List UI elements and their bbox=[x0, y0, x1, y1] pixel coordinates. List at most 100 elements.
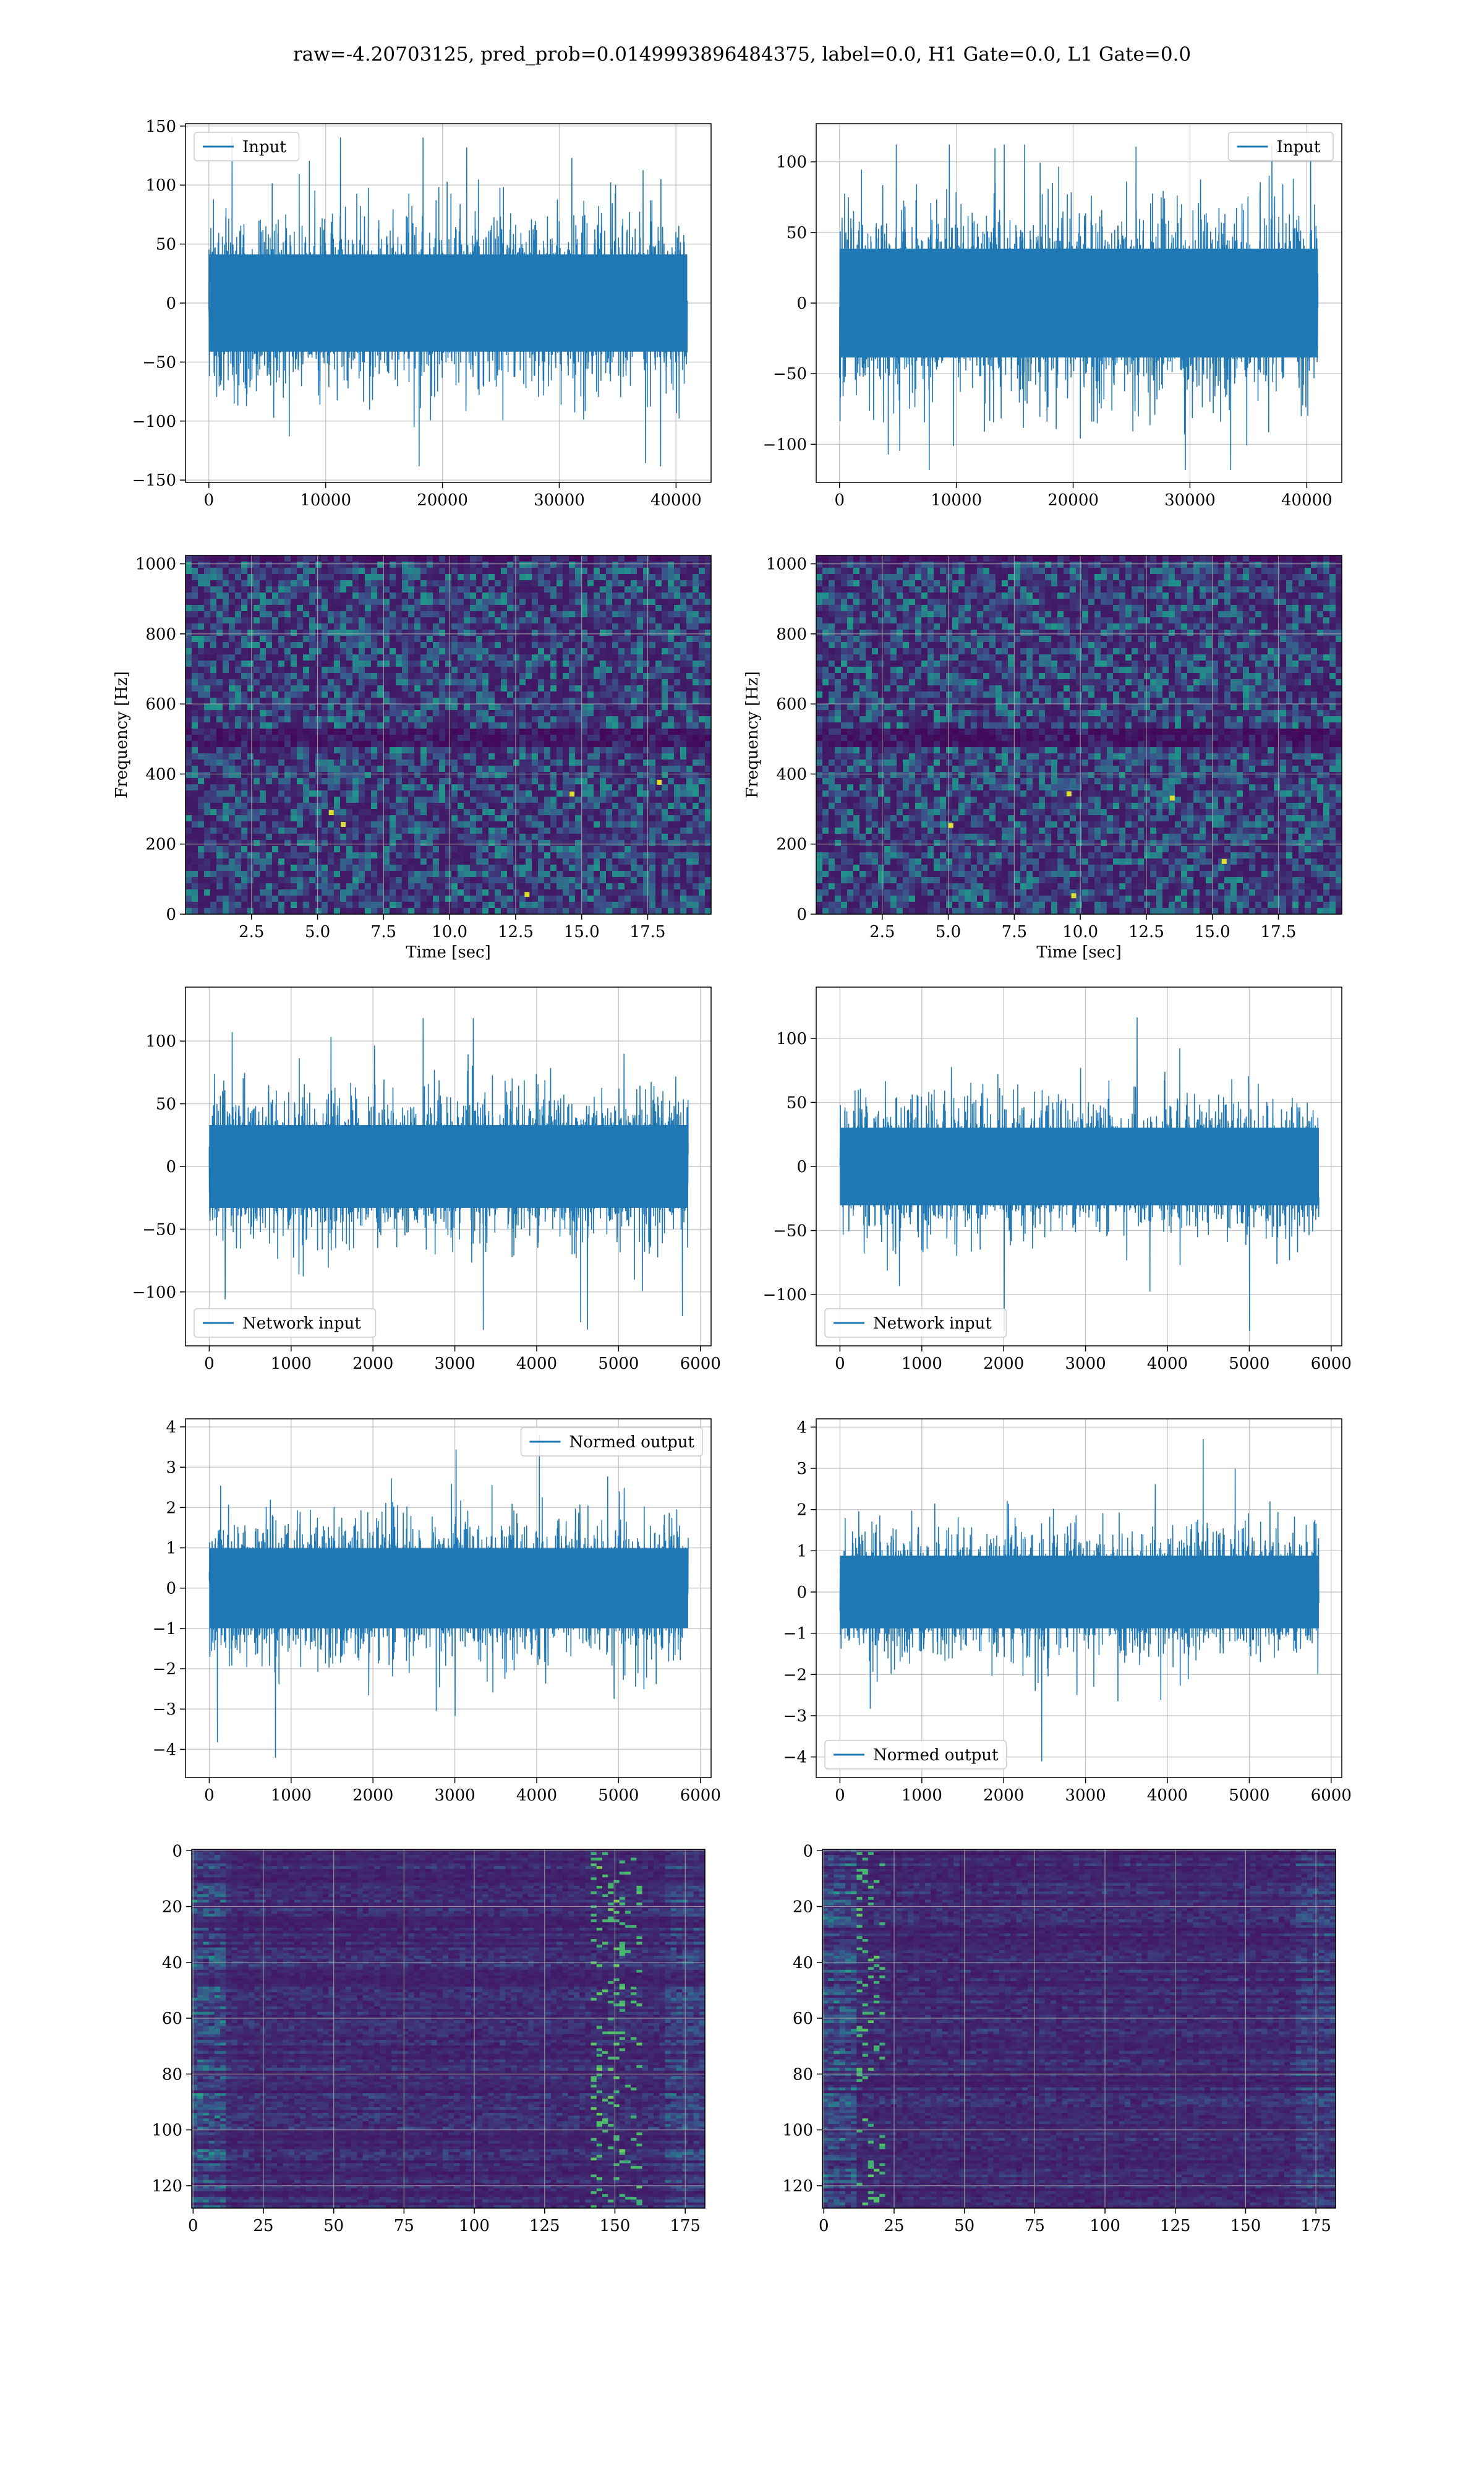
heatmap-cell bbox=[414, 716, 420, 722]
heatmap-cell bbox=[693, 568, 699, 574]
heatmap-cell bbox=[260, 877, 266, 883]
heatmap-cell bbox=[402, 889, 408, 896]
heatmap-cell bbox=[260, 630, 266, 636]
heatmap-cell bbox=[254, 642, 260, 648]
heatmap-cell bbox=[216, 574, 223, 580]
heatmap-cell bbox=[544, 871, 550, 877]
heatmap-cell bbox=[254, 790, 260, 797]
heatmap-cell bbox=[204, 574, 210, 580]
heatmap-cell bbox=[216, 834, 223, 840]
heatmap-cell bbox=[284, 883, 291, 889]
heatmap-cell bbox=[519, 766, 526, 772]
heatmap-cell bbox=[668, 784, 674, 790]
heatmap-cell bbox=[526, 908, 532, 914]
heatmap-cell bbox=[507, 747, 513, 753]
heatmap-cell bbox=[569, 896, 575, 902]
heatmap-cell bbox=[501, 828, 507, 834]
heatmap-cell bbox=[198, 865, 204, 871]
heatmap-cell bbox=[482, 871, 488, 877]
heatmap-cell bbox=[315, 877, 322, 883]
heatmap-cell bbox=[414, 766, 420, 772]
heatmap-cell bbox=[427, 772, 433, 778]
heatmap-cell bbox=[204, 821, 210, 828]
heatmap-cell bbox=[556, 605, 563, 611]
heatmap-cell bbox=[513, 834, 519, 840]
heatmap-cell bbox=[587, 846, 594, 852]
heatmap-cell bbox=[693, 599, 699, 605]
heatmap-cell bbox=[433, 605, 439, 611]
heatmap-cell bbox=[594, 803, 600, 809]
heatmap-cell bbox=[612, 846, 618, 852]
heatmap-cell bbox=[235, 896, 241, 902]
heatmap-cell bbox=[241, 729, 247, 735]
heatmap-cell bbox=[390, 883, 396, 889]
heatmap-cell bbox=[284, 574, 291, 580]
heatmap-cell bbox=[625, 642, 631, 648]
heatmap-cell bbox=[322, 623, 328, 630]
heatmap-cell bbox=[594, 902, 600, 908]
heatmap-cell bbox=[451, 778, 458, 784]
heatmap-cell bbox=[464, 599, 470, 605]
heatmap-cell bbox=[488, 691, 495, 698]
heatmap-cell bbox=[427, 852, 433, 858]
heatmap-cell bbox=[291, 865, 297, 871]
heatmap-cell bbox=[445, 617, 451, 623]
heatmap-cell bbox=[569, 654, 575, 661]
heatmap-cell bbox=[278, 574, 284, 580]
heatmap-cell bbox=[674, 722, 680, 729]
heatmap-cell bbox=[328, 797, 334, 803]
heatmap-cell bbox=[315, 691, 322, 698]
heatmap-cell bbox=[464, 766, 470, 772]
heatmap-cell bbox=[346, 679, 352, 685]
heatmap-cell bbox=[204, 772, 210, 778]
heatmap-cell bbox=[322, 562, 328, 568]
heatmap-cell bbox=[458, 784, 464, 790]
heatmap-cell bbox=[390, 580, 396, 586]
heatmap-cell bbox=[433, 772, 439, 778]
heatmap-cell bbox=[625, 809, 631, 815]
heatmap-cell bbox=[254, 729, 260, 735]
heatmap-cell bbox=[260, 599, 266, 605]
heatmap-cell bbox=[556, 630, 563, 636]
heatmap-cell bbox=[322, 735, 328, 741]
heatmap-cell bbox=[322, 902, 328, 908]
heatmap-cell bbox=[612, 840, 618, 846]
heatmap-cell bbox=[655, 821, 662, 828]
heatmap-cell bbox=[458, 685, 464, 691]
heatmap-cell bbox=[674, 562, 680, 568]
heatmap-cell bbox=[340, 803, 346, 809]
heatmap-cell bbox=[303, 630, 309, 636]
heatmap-cell bbox=[618, 747, 625, 753]
heatmap-cell bbox=[315, 574, 322, 580]
heatmap-cell bbox=[247, 840, 254, 846]
heatmap-cell bbox=[470, 883, 476, 889]
heatmap-cell bbox=[247, 593, 254, 599]
heatmap-cell bbox=[303, 691, 309, 698]
heatmap-cell bbox=[396, 815, 402, 821]
heatmap-cell bbox=[229, 555, 235, 562]
heatmap-cell bbox=[291, 735, 297, 741]
heatmap-cell bbox=[458, 691, 464, 698]
heatmap-cell bbox=[390, 654, 396, 661]
heatmap-cell bbox=[513, 784, 519, 790]
heatmap-cell bbox=[649, 630, 655, 636]
heatmap-cell bbox=[247, 902, 254, 908]
heatmap-cell bbox=[625, 661, 631, 667]
heatmap-cell bbox=[408, 766, 414, 772]
heatmap-cell bbox=[544, 858, 550, 865]
heatmap-cell bbox=[365, 846, 371, 852]
heatmap-cell bbox=[284, 778, 291, 784]
heatmap-cell bbox=[346, 599, 352, 605]
heatmap-cell bbox=[272, 828, 278, 834]
heatmap-cell bbox=[254, 828, 260, 834]
heatmap-cell bbox=[260, 555, 266, 562]
heatmap-cell bbox=[315, 852, 322, 858]
heatmap-cell bbox=[396, 846, 402, 852]
heatmap-cell bbox=[328, 753, 334, 760]
heatmap-cell bbox=[352, 630, 359, 636]
heatmap-cell bbox=[303, 623, 309, 630]
heatmap-cell bbox=[352, 828, 359, 834]
heatmap-cell bbox=[470, 747, 476, 753]
heatmap-cell bbox=[235, 562, 241, 568]
heatmap-cell bbox=[439, 852, 445, 858]
